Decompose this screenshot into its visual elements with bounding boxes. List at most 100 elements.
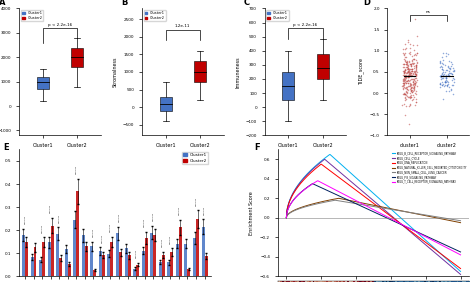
Point bbox=[399, 86, 407, 90]
Point bbox=[412, 64, 419, 68]
Point bbox=[405, 59, 413, 63]
Point bbox=[403, 65, 410, 69]
Point bbox=[402, 74, 410, 79]
Bar bbox=[283, 72, 294, 100]
Point bbox=[449, 82, 456, 87]
Text: p < 2.2e-16: p < 2.2e-16 bbox=[48, 23, 72, 27]
Point bbox=[401, 86, 409, 91]
Point bbox=[438, 60, 446, 65]
Bar bbox=[22, 235, 25, 276]
Point bbox=[405, 79, 413, 83]
Point bbox=[399, 64, 407, 69]
Point bbox=[442, 70, 449, 74]
Point bbox=[438, 65, 446, 69]
Bar bbox=[201, 227, 205, 276]
Point bbox=[412, 62, 419, 67]
Bar bbox=[133, 268, 136, 276]
Point bbox=[448, 71, 456, 76]
Point bbox=[410, 88, 418, 92]
Point bbox=[401, 42, 408, 47]
Point bbox=[443, 83, 450, 88]
Point bbox=[438, 70, 446, 75]
Point bbox=[409, 77, 416, 82]
Point bbox=[444, 73, 452, 78]
Y-axis label: Immuneness: Immuneness bbox=[235, 56, 240, 88]
Text: p<0.001: p<0.001 bbox=[110, 223, 111, 232]
Bar bbox=[71, 47, 83, 67]
Point bbox=[450, 69, 457, 73]
Point bbox=[449, 65, 456, 70]
Point bbox=[400, 65, 407, 70]
Bar bbox=[56, 233, 59, 276]
Point bbox=[407, 81, 414, 85]
Point bbox=[439, 74, 447, 79]
Point bbox=[401, 70, 409, 74]
Bar bbox=[136, 265, 139, 276]
Point bbox=[408, 59, 416, 63]
Bar bbox=[76, 191, 79, 276]
Point bbox=[446, 74, 453, 78]
Point bbox=[407, 61, 415, 66]
Point bbox=[437, 81, 444, 85]
Point bbox=[408, 83, 415, 87]
Point bbox=[404, 66, 411, 71]
Point bbox=[401, 46, 409, 51]
Point bbox=[410, 86, 418, 90]
Point bbox=[407, 88, 415, 93]
Point bbox=[400, 92, 407, 97]
Point bbox=[401, 92, 409, 96]
Point bbox=[440, 83, 447, 88]
Point bbox=[411, 91, 419, 95]
Point bbox=[410, 83, 418, 88]
Text: p<0.001: p<0.001 bbox=[195, 197, 197, 206]
Point bbox=[412, 66, 420, 70]
Point bbox=[438, 83, 446, 87]
Point bbox=[409, 66, 416, 71]
Point bbox=[406, 69, 413, 73]
Text: p<0.001: p<0.001 bbox=[144, 218, 145, 227]
Point bbox=[408, 54, 416, 58]
Point bbox=[413, 69, 421, 74]
Point bbox=[408, 95, 415, 100]
Point bbox=[405, 75, 413, 80]
Point bbox=[413, 100, 420, 104]
Point bbox=[412, 63, 419, 67]
Point bbox=[448, 78, 456, 83]
Point bbox=[405, 72, 412, 77]
Point bbox=[406, 96, 414, 100]
Point bbox=[437, 75, 445, 80]
Point bbox=[447, 67, 454, 71]
Point bbox=[410, 95, 418, 100]
Point bbox=[407, 68, 414, 73]
Point bbox=[446, 73, 453, 77]
Point bbox=[438, 76, 446, 81]
Point bbox=[442, 67, 450, 72]
Text: p<0.001: p<0.001 bbox=[170, 235, 171, 244]
Point bbox=[412, 73, 419, 78]
Point bbox=[404, 78, 411, 83]
Point bbox=[406, 71, 414, 76]
Point bbox=[401, 85, 408, 89]
Point bbox=[408, 85, 415, 89]
Point bbox=[401, 74, 409, 79]
Point bbox=[404, 39, 412, 44]
Bar bbox=[102, 255, 105, 276]
Point bbox=[401, 81, 408, 86]
Point bbox=[401, 68, 408, 72]
Point bbox=[408, 90, 415, 94]
Text: A: A bbox=[0, 0, 5, 7]
Bar bbox=[42, 243, 45, 276]
Point bbox=[439, 82, 447, 87]
Point bbox=[410, 69, 418, 73]
Point bbox=[403, 90, 411, 94]
Text: F: F bbox=[255, 143, 260, 152]
Text: p<0.001: p<0.001 bbox=[118, 213, 119, 222]
Point bbox=[410, 81, 418, 86]
Y-axis label: Enrichment Score: Enrichment Score bbox=[249, 191, 255, 235]
Point bbox=[408, 60, 415, 65]
Legend: Cluster1, Cluster2: Cluster1, Cluster2 bbox=[182, 151, 209, 164]
Point bbox=[412, 68, 419, 72]
Point bbox=[407, 41, 414, 46]
Point bbox=[401, 92, 408, 96]
Point bbox=[405, 95, 413, 99]
